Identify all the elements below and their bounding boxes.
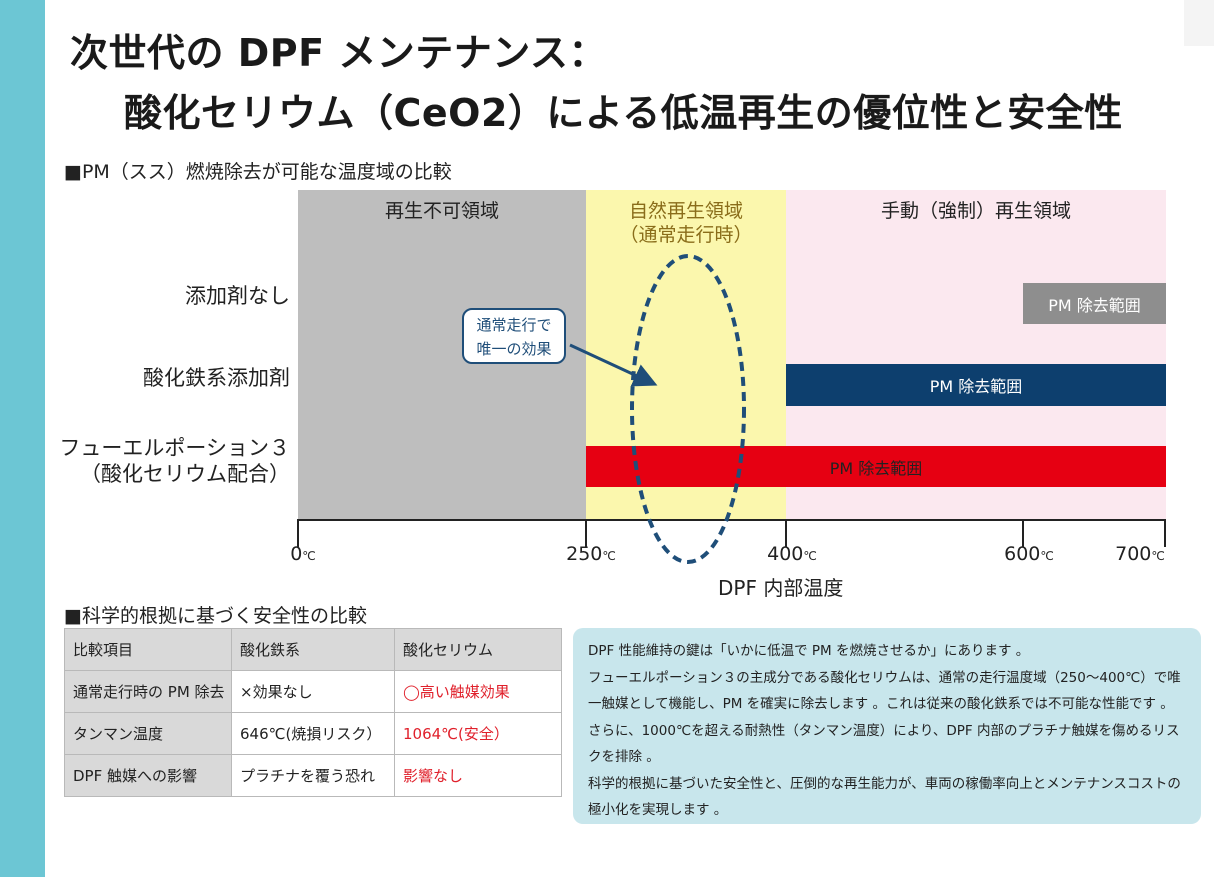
bar-no-additive: PM 除去範囲 — [1023, 283, 1166, 324]
page-title-line2: 酸化セリウム（CeO2）による低温再生の優位性と安全性 — [124, 91, 1123, 135]
table-row: タンマン温度 646℃(焼損リスク） 1064℃(安全） — [64, 712, 562, 755]
bar-iron-oxide-label: PM 除去範囲 — [929, 377, 1023, 396]
table-row: 通常走行時の PM 除去 ×効果なし ◯高い触媒効果 — [64, 670, 562, 713]
zone-no-regeneration-label: 再生不可領域 — [384, 200, 499, 222]
info-paragraph-1: DPF 性能維持の鍵は「いかに低温で PM を燃焼させるか」にあります 。 — [588, 643, 1030, 659]
tick-250 — [585, 519, 587, 547]
tick-600 — [1022, 519, 1024, 547]
zone-natural-label: 自然再生領域 — [628, 200, 743, 222]
tick-label-0: 0℃ — [290, 543, 316, 565]
table-cell: DPF 触媒への影響 — [64, 754, 232, 797]
row-label-no-additive: 添加剤なし — [185, 284, 290, 308]
bar-iron-oxide: PM 除去範囲 — [786, 364, 1166, 406]
table-cell: 通常走行時の PM 除去 — [64, 670, 232, 713]
temperature-axis — [298, 519, 1166, 521]
tick-label-700: 700℃ — [1115, 543, 1165, 565]
info-box: DPF 性能維持の鍵は「いかに低温で PM を燃焼させるか」にあります 。 フュ… — [573, 628, 1201, 824]
callout-box: 通常走行で 唯一の効果 — [462, 308, 566, 364]
table-cell: プラチナを覆う恐れ — [231, 754, 395, 797]
tick-700 — [1164, 519, 1166, 547]
row-label-iron-oxide: 酸化鉄系添加剤 — [143, 366, 290, 390]
table-cell: ×効果なし — [231, 670, 395, 713]
table-header-cell: 酸化鉄系 — [231, 628, 395, 671]
comparison-section-title: ■科学的根拠に基づく安全性の比較 — [64, 605, 367, 627]
table-cell: 影響なし — [394, 754, 562, 797]
table-cell: タンマン温度 — [64, 712, 232, 755]
bar-ceo2-label: PM 除去範囲 — [829, 458, 923, 478]
table-cell: ◯高い触媒効果 — [394, 670, 562, 713]
bar-no-additive-label: PM 除去範囲 — [1048, 295, 1141, 315]
table-cell: 646℃(焼損リスク） — [231, 712, 395, 755]
zone-manual-label: 手動（強制）再生領域 — [880, 200, 1071, 222]
axis-title: DPF 内部温度 — [718, 576, 844, 600]
page-title-line1: 次世代の DPF メンテナンス： — [70, 31, 608, 75]
corner-decoration — [1184, 0, 1214, 46]
accent-side-bar — [0, 0, 45, 877]
info-paragraph-3: 科学的根拠に基づいた安全性と、圧倒的な再生能力が、車両の稼働率向上とメンテナンス… — [588, 775, 1181, 819]
info-paragraph-2: フューエルポーション３の主成分である酸化セリウムは、通常の走行温度域（250～4… — [588, 669, 1181, 766]
tick-400 — [785, 519, 787, 547]
table-header-row: 比較項目 酸化鉄系 酸化セリウム — [64, 628, 562, 671]
row-label-fuel-potion: フューエルポーション３ — [59, 436, 290, 460]
comparison-table: 比較項目 酸化鉄系 酸化セリウム 通常走行時の PM 除去 ×効果なし ◯高い触… — [64, 628, 562, 797]
table-header-cell: 比較項目 — [64, 628, 232, 671]
diagram-section-title: ■PM（スス）燃焼除去が可能な温度域の比較 — [64, 161, 452, 183]
table-header-cell: 酸化セリウム — [394, 628, 562, 671]
callout-line2: 唯一の効果 — [476, 340, 552, 358]
tick-0 — [297, 519, 299, 547]
tick-label-250: 250℃ — [566, 543, 616, 565]
tick-label-600: 600℃ — [1004, 543, 1054, 565]
tick-label-400: 400℃ — [767, 543, 817, 565]
bar-ceo2: PM 除去範囲 — [586, 446, 1166, 487]
row-sublabel-fuel-potion: （酸化セリウム配合） — [80, 462, 290, 486]
callout-line1: 通常走行で — [476, 316, 552, 334]
table-row: DPF 触媒への影響 プラチナを覆う恐れ 影響なし — [64, 754, 562, 797]
table-cell: 1064℃(安全） — [394, 712, 562, 755]
zone-natural-sublabel: （通常走行時） — [619, 224, 753, 246]
